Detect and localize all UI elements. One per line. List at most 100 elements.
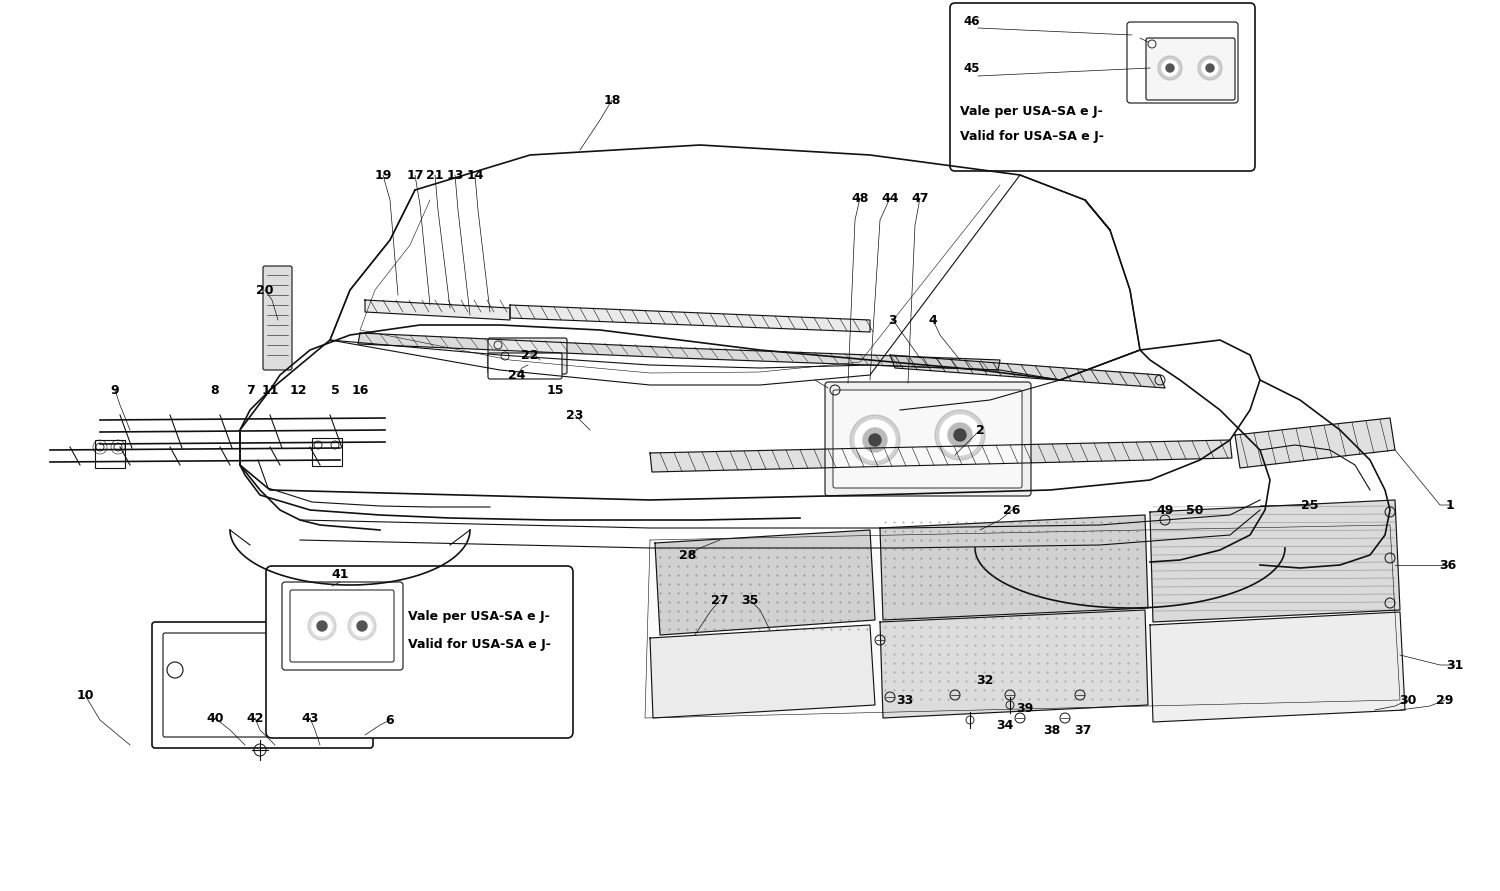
Polygon shape xyxy=(364,300,510,320)
Text: 43: 43 xyxy=(302,712,318,724)
Text: Valid for USA–SA e J-: Valid for USA–SA e J- xyxy=(960,130,1104,143)
Text: 1: 1 xyxy=(1446,498,1455,511)
Text: 11: 11 xyxy=(261,383,279,396)
FancyBboxPatch shape xyxy=(488,338,567,374)
FancyBboxPatch shape xyxy=(312,438,342,466)
Text: 42: 42 xyxy=(246,712,264,724)
Circle shape xyxy=(1158,56,1182,80)
FancyBboxPatch shape xyxy=(164,633,362,737)
FancyBboxPatch shape xyxy=(488,353,562,379)
Text: 40: 40 xyxy=(207,712,224,724)
Text: 47: 47 xyxy=(910,192,928,205)
Text: 33: 33 xyxy=(897,693,914,707)
Text: 14: 14 xyxy=(466,168,483,182)
Circle shape xyxy=(1198,56,1222,80)
Circle shape xyxy=(862,428,886,452)
Text: 13: 13 xyxy=(447,168,464,182)
Circle shape xyxy=(352,616,372,636)
Circle shape xyxy=(934,410,986,460)
Text: 48: 48 xyxy=(852,192,868,205)
Text: 28: 28 xyxy=(680,549,696,561)
Polygon shape xyxy=(1150,612,1406,722)
Text: Vale per USA-SA e J-: Vale per USA-SA e J- xyxy=(408,610,549,623)
Text: 37: 37 xyxy=(1074,723,1092,737)
Circle shape xyxy=(1166,64,1174,72)
FancyBboxPatch shape xyxy=(262,266,292,370)
Text: 20: 20 xyxy=(256,283,274,297)
Polygon shape xyxy=(510,305,870,332)
Polygon shape xyxy=(1234,418,1395,468)
Text: 21: 21 xyxy=(426,168,444,182)
Text: 4: 4 xyxy=(928,314,938,326)
Text: 45: 45 xyxy=(963,62,980,75)
Polygon shape xyxy=(645,525,1400,718)
Text: 27: 27 xyxy=(711,593,729,607)
Text: 30: 30 xyxy=(1400,693,1416,707)
Circle shape xyxy=(855,420,895,460)
Circle shape xyxy=(940,415,980,455)
Text: Valid for USA-SA e J-: Valid for USA-SA e J- xyxy=(408,638,550,651)
Text: 31: 31 xyxy=(1446,658,1464,672)
Polygon shape xyxy=(880,515,1148,620)
FancyBboxPatch shape xyxy=(266,566,573,738)
Text: 8: 8 xyxy=(210,383,219,396)
Polygon shape xyxy=(650,440,1232,472)
Circle shape xyxy=(308,612,336,640)
Text: Vale per USA–SA e J-: Vale per USA–SA e J- xyxy=(960,105,1102,118)
Circle shape xyxy=(316,621,327,631)
Polygon shape xyxy=(650,625,874,718)
Circle shape xyxy=(948,423,972,447)
Text: 15: 15 xyxy=(546,383,564,396)
Text: 17: 17 xyxy=(406,168,424,182)
Text: 19: 19 xyxy=(375,168,392,182)
Text: 3: 3 xyxy=(888,314,897,326)
Text: 35: 35 xyxy=(741,593,759,607)
Text: 7: 7 xyxy=(246,383,255,396)
Text: 50: 50 xyxy=(1186,503,1203,517)
Text: 39: 39 xyxy=(1017,701,1034,715)
Text: 29: 29 xyxy=(1437,693,1454,707)
Text: 16: 16 xyxy=(351,383,369,396)
Text: 9: 9 xyxy=(111,383,120,396)
Text: 23: 23 xyxy=(567,408,584,421)
Text: 44: 44 xyxy=(880,192,898,205)
Circle shape xyxy=(1202,60,1218,76)
Polygon shape xyxy=(1150,500,1400,622)
Circle shape xyxy=(1206,64,1214,72)
Circle shape xyxy=(1162,60,1178,76)
FancyBboxPatch shape xyxy=(825,382,1031,496)
Text: 10: 10 xyxy=(76,689,94,701)
Text: 5: 5 xyxy=(330,383,339,396)
Text: 6: 6 xyxy=(386,714,394,726)
Text: 34: 34 xyxy=(996,718,1014,732)
FancyBboxPatch shape xyxy=(152,622,374,748)
Circle shape xyxy=(850,415,900,465)
Text: 36: 36 xyxy=(1440,559,1456,571)
Text: 41: 41 xyxy=(332,568,350,581)
Text: 2: 2 xyxy=(975,423,984,437)
FancyBboxPatch shape xyxy=(1146,38,1234,100)
Text: 24: 24 xyxy=(509,369,525,381)
Text: 32: 32 xyxy=(976,674,993,686)
FancyBboxPatch shape xyxy=(290,590,394,662)
FancyBboxPatch shape xyxy=(94,440,124,468)
Text: 26: 26 xyxy=(1004,503,1020,517)
Text: 18: 18 xyxy=(603,94,621,107)
Circle shape xyxy=(954,429,966,441)
Polygon shape xyxy=(656,530,874,635)
Text: 46: 46 xyxy=(963,15,980,28)
Polygon shape xyxy=(880,610,1148,718)
Circle shape xyxy=(868,434,880,446)
Text: 22: 22 xyxy=(520,348,538,362)
Circle shape xyxy=(312,616,332,636)
Polygon shape xyxy=(358,333,1001,370)
FancyBboxPatch shape xyxy=(1126,22,1238,103)
Polygon shape xyxy=(890,355,1166,388)
Circle shape xyxy=(357,621,368,631)
Text: 25: 25 xyxy=(1300,498,1318,511)
Text: 38: 38 xyxy=(1044,723,1060,737)
Text: 49: 49 xyxy=(1156,503,1173,517)
FancyBboxPatch shape xyxy=(282,582,404,670)
Circle shape xyxy=(348,612,376,640)
FancyBboxPatch shape xyxy=(833,390,1022,488)
